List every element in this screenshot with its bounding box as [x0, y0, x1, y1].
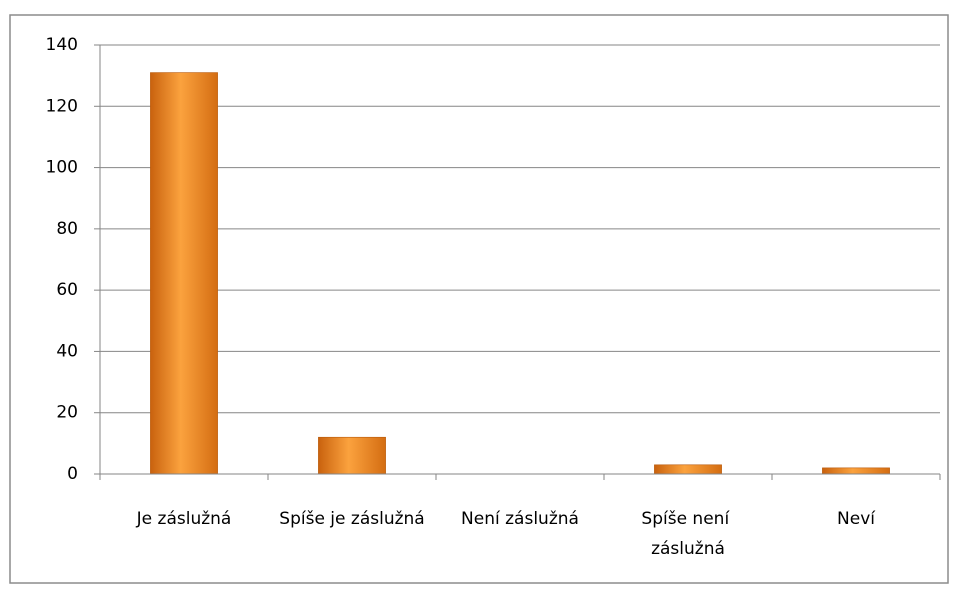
- bar: [150, 72, 218, 475]
- y-tick-label: 40: [56, 341, 78, 361]
- x-tick-label: Neví: [837, 509, 876, 529]
- y-tick-label: 100: [46, 158, 78, 178]
- y-tick-label: 20: [56, 403, 78, 423]
- x-tick-label: Je záslužná: [136, 509, 232, 529]
- x-tick-label: Spíše je záslužná: [279, 509, 424, 529]
- bar: [822, 467, 890, 475]
- y-tick-label: 120: [46, 96, 78, 116]
- y-tick-label: 140: [46, 35, 78, 55]
- x-tick-label: Není záslužná: [461, 509, 579, 529]
- y-tick-label: 80: [56, 219, 78, 239]
- x-tick-label: Spíše není záslužná: [641, 509, 734, 559]
- bar: [318, 436, 386, 475]
- y-tick-label: 60: [56, 280, 78, 300]
- bar: [654, 464, 722, 475]
- y-tick-label: 0: [67, 464, 78, 484]
